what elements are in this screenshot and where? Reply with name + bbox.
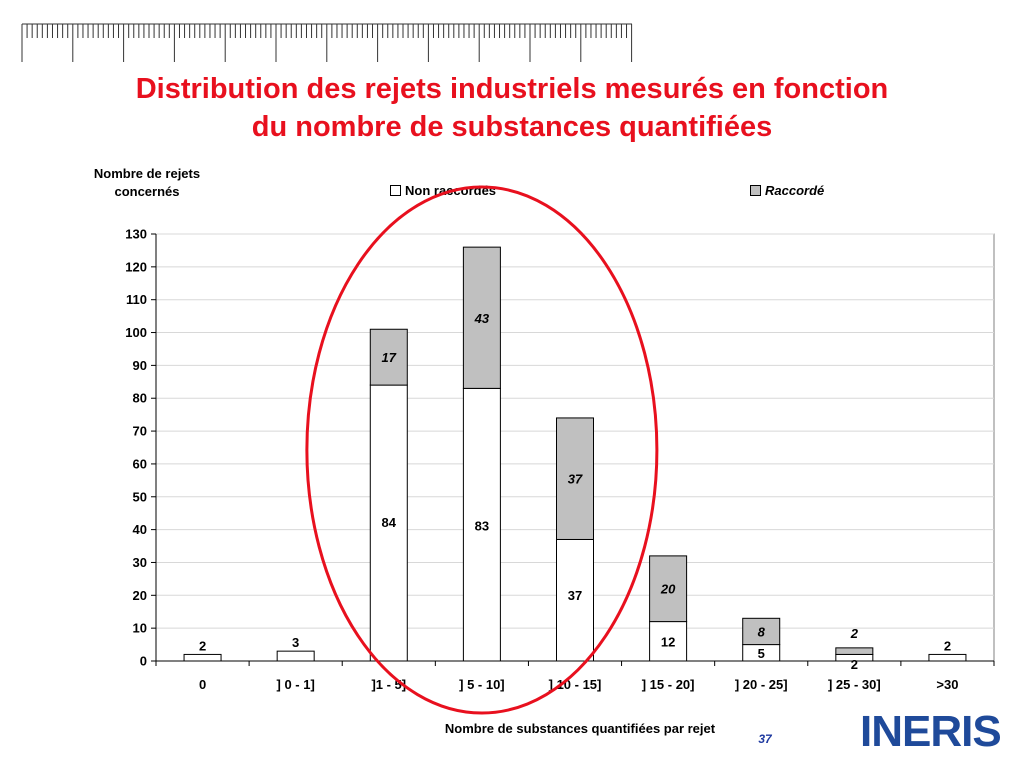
x-tick-label: ] 10 - 15]: [549, 677, 602, 692]
legend-label-raccorde: Raccordé: [765, 183, 825, 198]
data-label-non-raccordes: 37: [568, 588, 582, 603]
x-axis-label: Nombre de substances quantifiées par rej…: [444, 721, 716, 736]
y-tick-label: 110: [126, 292, 147, 307]
data-label-non-raccordes: 12: [661, 634, 675, 649]
y-tick-label: 20: [133, 588, 147, 603]
y-tick-label: 10: [133, 621, 147, 636]
ineris-logo: INERIS: [860, 707, 1002, 756]
x-tick-label: ] 15 - 20]: [642, 677, 695, 692]
data-label-raccorde: 37: [568, 472, 583, 487]
y-tick-label: 70: [133, 424, 147, 439]
bar-non-raccordes: [649, 621, 688, 662]
y-axis-label: Nombre de rejets concernés: [72, 165, 222, 201]
x-tick-label: ] 25 - 30]: [828, 677, 881, 692]
x-tick-label: ] 0 - 1]: [277, 677, 315, 692]
bar-raccorde: [462, 246, 501, 389]
x-tick-label: >30: [936, 677, 958, 692]
decorative-ruler: [21, 23, 633, 62]
bar-raccorde: [556, 417, 594, 540]
x-tick-label: ] 5 - 10]: [459, 677, 505, 692]
bar-non-raccordes: [369, 384, 408, 662]
x-tick-label: ] 20 - 25]: [735, 677, 788, 692]
page-number: 37: [758, 732, 772, 746]
legend-swatch-raccorde: [750, 185, 761, 196]
data-label-non-raccordes: 84: [382, 515, 397, 530]
legend-item-raccorde: Raccordé: [750, 183, 824, 198]
y-tick-label: 30: [133, 555, 147, 570]
bar-raccorde: [835, 647, 874, 655]
bar-non-raccordes: [928, 653, 967, 662]
bar-non-raccordes: [462, 387, 501, 662]
y-tick-label: 90: [133, 358, 147, 373]
y-tick-label: 50: [133, 489, 147, 504]
data-label-raccorde: 20: [660, 582, 676, 597]
bar-raccorde: [649, 555, 688, 623]
y-tick-label: 120: [125, 259, 147, 274]
y-tick-label: 0: [140, 654, 147, 669]
data-label-raccorde: 17: [382, 350, 397, 365]
legend-swatch-non-raccordes: [390, 185, 401, 196]
data-label-raccorde: 8: [758, 624, 766, 639]
data-label-non-raccordes: 2: [199, 638, 206, 653]
y-axis-label-line-1: Nombre de rejets: [93, 166, 201, 181]
y-tick-label: 100: [125, 325, 147, 340]
title-line-2: du nombre de substances quantifiées: [251, 111, 773, 143]
y-axis-label-line-2: concernés: [114, 184, 180, 199]
highlight-ellipse: [305, 185, 659, 715]
data-label-non-raccordes: 5: [758, 646, 765, 661]
y-tick-label: 40: [133, 522, 147, 537]
data-label-raccorde: 2: [850, 626, 859, 641]
y-tick-label: 60: [133, 456, 147, 471]
data-label-raccorde: 43: [474, 311, 490, 326]
data-label-non-raccordes: 83: [475, 518, 489, 533]
data-label-non-raccordes: 2: [851, 657, 858, 672]
bar-non-raccordes: [276, 650, 315, 662]
bar-non-raccordes: [556, 538, 594, 662]
data-label-non-raccordes: 2: [944, 638, 951, 653]
data-label-non-raccordes: 3: [292, 635, 299, 650]
bar-raccorde: [369, 328, 408, 386]
bar-raccorde: [742, 617, 781, 646]
y-tick-label: 130: [125, 227, 147, 242]
page-title: Distribution des rejets industriels mesu…: [0, 70, 1024, 146]
x-tick-label: 0: [199, 677, 206, 692]
title-line-1: Distribution des rejets industriels mesu…: [135, 73, 889, 105]
bar-non-raccordes: [183, 653, 222, 662]
y-tick-label: 80: [133, 391, 147, 406]
